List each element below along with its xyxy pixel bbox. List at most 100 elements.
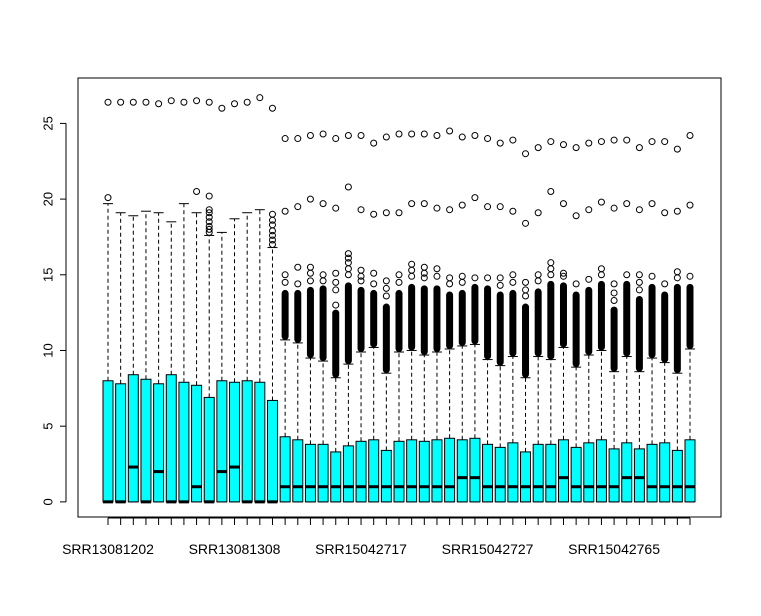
outlier-point xyxy=(686,272,694,280)
outlier-point xyxy=(509,278,517,286)
dense-outlier-band xyxy=(408,283,416,351)
outlier-point xyxy=(408,260,416,268)
outlier-point xyxy=(522,219,530,227)
outlier-point xyxy=(471,194,479,202)
box-body xyxy=(444,437,456,503)
outlier-point xyxy=(205,222,213,230)
outlier-point xyxy=(433,272,441,280)
box-10 xyxy=(216,104,228,503)
outlier-point xyxy=(420,269,428,277)
box-41 xyxy=(608,136,620,503)
box-body xyxy=(482,443,494,503)
outlier-point xyxy=(357,277,365,285)
dense-outlier-band xyxy=(686,283,694,349)
outlier-point xyxy=(268,216,276,224)
box-5 xyxy=(153,100,165,503)
dense-outlier-band xyxy=(673,283,681,374)
outlier-point xyxy=(623,271,631,279)
box-29 xyxy=(456,133,468,503)
outlier-point xyxy=(446,274,454,282)
outlier-point xyxy=(382,209,390,217)
outlier-point xyxy=(268,104,276,112)
outlier-point xyxy=(458,133,466,141)
outlier-point xyxy=(661,209,669,217)
box-21 xyxy=(355,132,367,503)
box-body xyxy=(279,436,291,503)
box-body xyxy=(570,446,582,503)
outlier-point xyxy=(357,266,365,274)
dense-outlier-band xyxy=(585,286,593,356)
dense-outlier-band xyxy=(344,282,352,365)
outlier-point xyxy=(395,278,403,286)
box-body xyxy=(406,439,418,503)
box-body xyxy=(520,451,532,503)
outlier-point xyxy=(344,259,352,267)
box-body xyxy=(595,439,607,503)
dense-outlier-band xyxy=(572,291,580,368)
outlier-point xyxy=(268,210,276,218)
dense-outlier-band xyxy=(597,280,605,351)
dense-outlier-band xyxy=(395,289,403,352)
outlier-point xyxy=(635,286,643,294)
outlier-point xyxy=(344,132,352,140)
box-body xyxy=(266,399,278,503)
outlier-point xyxy=(471,132,479,140)
box-26 xyxy=(418,130,430,503)
dense-outlier-band xyxy=(623,280,631,357)
box-7 xyxy=(178,98,190,504)
boxes xyxy=(102,94,696,504)
outlier-point xyxy=(433,204,441,212)
outlier-point xyxy=(205,192,213,200)
outlier-point xyxy=(547,188,555,196)
box-body xyxy=(229,381,241,503)
box-body xyxy=(469,437,481,503)
outlier-point xyxy=(104,98,112,106)
box-12 xyxy=(241,98,253,504)
box-22 xyxy=(368,139,380,503)
outlier-point xyxy=(306,263,314,271)
box-23 xyxy=(380,133,392,503)
dense-outlier-band xyxy=(559,282,567,348)
x-axis: SRR13081202 SRR13081308 SRR15042717 SRR1504… xyxy=(62,517,691,557)
outlier-point xyxy=(661,280,669,288)
outlier-point xyxy=(104,194,112,202)
outlier-point xyxy=(610,297,618,305)
outlier-point xyxy=(433,265,441,273)
outlier-point xyxy=(446,206,454,214)
dense-outlier-band xyxy=(319,285,327,362)
dense-outlier-band xyxy=(534,288,542,357)
dense-outlier-band xyxy=(547,280,555,360)
outlier-point xyxy=(458,272,466,280)
outlier-point xyxy=(243,98,251,106)
outlier-point xyxy=(686,201,694,209)
outlier-point xyxy=(522,292,530,300)
outlier-point xyxy=(420,130,428,138)
outlier-point xyxy=(129,98,137,106)
outlier-point xyxy=(597,198,605,206)
outlier-point xyxy=(559,272,567,280)
box-9 xyxy=(203,98,215,504)
outlier-point xyxy=(281,135,289,143)
dense-outlier-band xyxy=(484,285,492,360)
outlier-point xyxy=(610,289,618,297)
outlier-point xyxy=(610,204,618,212)
outlier-point xyxy=(458,278,466,286)
outlier-point xyxy=(534,209,542,217)
box-30 xyxy=(469,132,481,503)
outlier-point xyxy=(610,280,618,288)
box-18 xyxy=(317,130,329,503)
box-35 xyxy=(532,144,544,503)
outlier-point xyxy=(673,268,681,276)
box-body xyxy=(330,451,342,503)
outlier-point xyxy=(205,225,213,233)
outlier-point xyxy=(572,280,580,288)
box-body xyxy=(545,443,557,503)
box-body xyxy=(393,440,405,503)
outlier-point xyxy=(509,136,517,144)
box-13 xyxy=(254,94,266,504)
box-2 xyxy=(115,98,127,504)
outlier-point xyxy=(635,271,643,279)
outlier-point xyxy=(673,145,681,153)
box-28 xyxy=(444,127,456,503)
x-tick-label: SRR13081308 xyxy=(189,541,281,557)
